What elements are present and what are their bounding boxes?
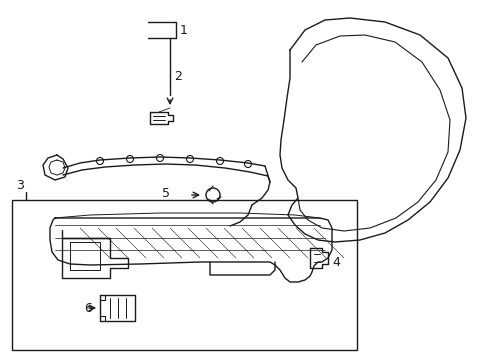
Text: 1: 1 xyxy=(180,24,187,37)
Text: 6: 6 xyxy=(84,302,92,315)
Text: 2: 2 xyxy=(174,70,182,83)
Bar xyxy=(12,200,356,350)
Text: 5: 5 xyxy=(162,186,170,199)
Text: 4: 4 xyxy=(331,256,339,269)
Text: 3: 3 xyxy=(16,179,24,192)
